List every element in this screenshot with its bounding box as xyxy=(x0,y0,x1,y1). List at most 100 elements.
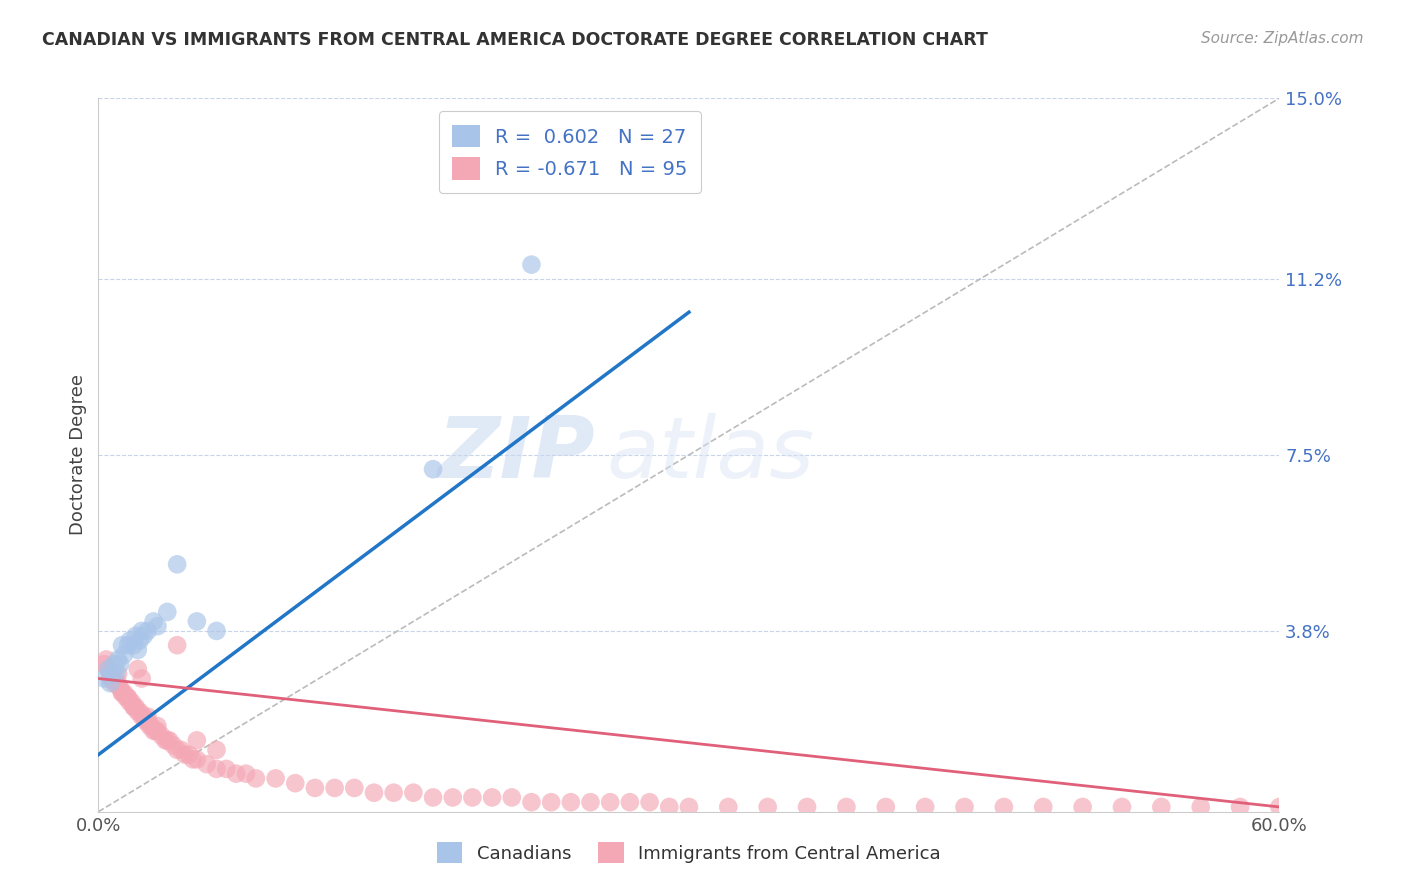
Point xyxy=(343,780,366,795)
Legend: Canadians, Immigrants from Central America: Canadians, Immigrants from Central Ameri… xyxy=(430,835,948,871)
Point xyxy=(1032,800,1054,814)
Point xyxy=(105,676,128,690)
Point xyxy=(678,800,700,814)
Point xyxy=(136,624,159,638)
Point xyxy=(146,719,169,733)
Point xyxy=(264,772,287,786)
Point xyxy=(115,690,138,705)
Point xyxy=(111,686,134,700)
Point xyxy=(1189,800,1212,814)
Point xyxy=(142,723,165,738)
Point xyxy=(162,738,184,752)
Point xyxy=(245,772,267,786)
Point xyxy=(128,705,150,719)
Point xyxy=(181,752,204,766)
Point xyxy=(97,662,120,676)
Point xyxy=(103,676,125,690)
Point xyxy=(402,786,425,800)
Point xyxy=(105,666,128,681)
Point xyxy=(186,733,208,747)
Point xyxy=(141,719,163,733)
Point xyxy=(132,709,155,723)
Point xyxy=(122,700,145,714)
Point xyxy=(875,800,897,814)
Point xyxy=(156,605,179,619)
Point xyxy=(131,672,153,686)
Point xyxy=(284,776,307,790)
Point xyxy=(195,757,218,772)
Point xyxy=(108,657,131,672)
Point xyxy=(111,686,134,700)
Point xyxy=(441,790,464,805)
Point xyxy=(136,714,159,729)
Point xyxy=(107,676,129,690)
Text: atlas: atlas xyxy=(606,413,814,497)
Point xyxy=(132,629,155,643)
Point xyxy=(138,719,160,733)
Point xyxy=(323,780,346,795)
Point xyxy=(156,733,179,747)
Point xyxy=(205,762,228,776)
Point xyxy=(560,795,582,809)
Point xyxy=(127,662,149,676)
Point xyxy=(131,709,153,723)
Point xyxy=(599,795,621,809)
Point xyxy=(520,258,543,272)
Point xyxy=(215,762,238,776)
Point xyxy=(579,795,602,809)
Point xyxy=(127,643,149,657)
Point xyxy=(108,681,131,695)
Point xyxy=(481,790,503,805)
Point xyxy=(117,690,139,705)
Point xyxy=(177,747,200,762)
Point xyxy=(835,800,858,814)
Point xyxy=(174,747,197,762)
Point xyxy=(146,619,169,633)
Point xyxy=(1071,800,1094,814)
Point xyxy=(1229,800,1251,814)
Point xyxy=(501,790,523,805)
Point xyxy=(166,558,188,572)
Point xyxy=(363,786,385,800)
Point xyxy=(117,638,139,652)
Point xyxy=(150,729,173,743)
Point xyxy=(127,705,149,719)
Point xyxy=(756,800,779,814)
Point xyxy=(131,624,153,638)
Point xyxy=(155,733,177,747)
Point xyxy=(422,790,444,805)
Point xyxy=(145,723,167,738)
Point xyxy=(717,800,740,814)
Text: ZIP: ZIP xyxy=(437,413,595,497)
Point xyxy=(186,752,208,766)
Point xyxy=(1268,800,1291,814)
Point xyxy=(112,648,135,662)
Point xyxy=(638,795,661,809)
Point xyxy=(96,652,118,666)
Point xyxy=(103,657,125,672)
Point xyxy=(122,700,145,714)
Point xyxy=(422,462,444,476)
Point xyxy=(520,795,543,809)
Point xyxy=(157,733,180,747)
Point xyxy=(118,695,141,709)
Y-axis label: Doctorate Degree: Doctorate Degree xyxy=(69,375,87,535)
Point xyxy=(101,672,124,686)
Point xyxy=(166,638,188,652)
Point xyxy=(117,690,139,705)
Point xyxy=(1111,800,1133,814)
Point xyxy=(107,652,129,666)
Point xyxy=(101,666,124,681)
Point xyxy=(122,638,145,652)
Point xyxy=(118,633,141,648)
Point xyxy=(461,790,484,805)
Point xyxy=(953,800,976,814)
Point xyxy=(93,657,115,672)
Point xyxy=(142,615,165,629)
Point xyxy=(93,672,115,686)
Point xyxy=(121,695,143,709)
Point xyxy=(128,633,150,648)
Point xyxy=(658,800,681,814)
Point xyxy=(1150,800,1173,814)
Point xyxy=(125,629,148,643)
